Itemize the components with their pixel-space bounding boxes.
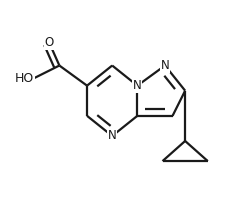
Text: N: N [133, 79, 142, 92]
Text: O: O [45, 36, 54, 49]
Text: N: N [108, 130, 117, 142]
Text: N: N [161, 59, 169, 72]
Text: HO: HO [15, 72, 34, 85]
